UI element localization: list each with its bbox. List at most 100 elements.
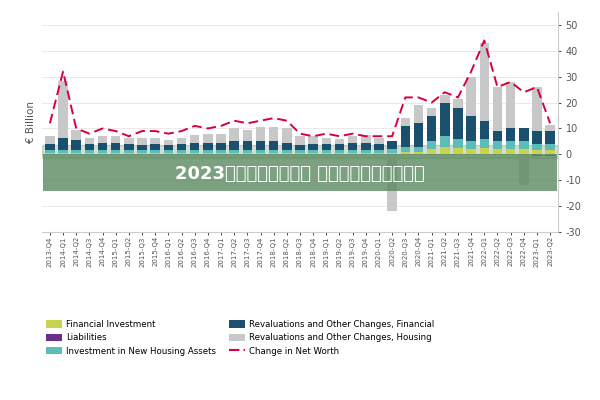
Bar — [151, 144, 160, 150]
Bar — [519, 149, 529, 154]
Bar — [414, 152, 423, 154]
Bar — [124, 150, 134, 153]
Bar — [190, 143, 199, 150]
Bar — [493, 87, 502, 131]
Bar — [440, 95, 449, 102]
Bar — [203, 153, 212, 154]
Bar — [137, 150, 147, 153]
Bar — [479, 139, 489, 148]
Bar — [177, 150, 186, 153]
Bar — [45, 136, 55, 144]
Bar — [71, 130, 81, 140]
Bar — [361, 150, 371, 153]
Bar — [479, 43, 489, 121]
Bar — [85, 153, 94, 154]
Bar — [111, 136, 121, 143]
Bar — [361, 153, 371, 154]
Bar — [519, 128, 529, 142]
Bar — [164, 153, 173, 154]
Bar — [216, 143, 226, 150]
FancyBboxPatch shape — [43, 154, 557, 190]
Bar — [414, 146, 423, 152]
Bar — [361, 143, 371, 150]
Bar — [164, 150, 173, 153]
Bar — [348, 153, 358, 154]
Bar — [414, 105, 423, 123]
Bar — [242, 130, 252, 142]
Bar — [295, 153, 305, 154]
Y-axis label: € Billion: € Billion — [26, 101, 37, 143]
Bar — [348, 136, 358, 143]
Bar — [532, 131, 542, 144]
Bar — [269, 153, 278, 154]
Bar — [532, 144, 542, 150]
Bar — [177, 153, 186, 154]
Bar — [58, 153, 68, 154]
Bar — [256, 153, 265, 154]
Bar — [151, 150, 160, 153]
Bar — [177, 144, 186, 150]
Bar — [71, 153, 81, 154]
Bar — [295, 145, 305, 150]
Bar — [98, 150, 107, 153]
Bar — [45, 144, 55, 150]
Bar — [322, 138, 331, 144]
Bar — [348, 143, 358, 150]
Bar — [440, 146, 449, 154]
Bar — [532, 87, 542, 131]
Bar — [479, 148, 489, 154]
Bar — [308, 150, 318, 153]
Bar — [85, 144, 94, 150]
Bar — [229, 142, 239, 150]
Bar — [111, 150, 121, 153]
Bar — [71, 140, 81, 150]
Bar — [335, 153, 344, 154]
Bar — [124, 153, 134, 154]
Bar — [493, 149, 502, 154]
Bar — [256, 127, 265, 142]
Bar — [42, 145, 558, 158]
Bar — [85, 150, 94, 153]
Bar — [242, 153, 252, 154]
Bar — [242, 150, 252, 153]
Bar — [466, 77, 476, 116]
Bar — [58, 150, 68, 153]
Bar — [203, 134, 212, 143]
Bar — [545, 150, 555, 154]
Bar — [506, 142, 515, 149]
Bar — [98, 143, 107, 150]
Bar — [190, 153, 199, 154]
Bar — [282, 128, 292, 143]
Bar — [545, 144, 555, 150]
Bar — [111, 143, 121, 150]
Bar — [308, 153, 318, 154]
Bar — [190, 135, 199, 143]
Bar — [453, 108, 463, 139]
Bar — [177, 138, 186, 144]
Bar — [137, 153, 147, 154]
Bar — [322, 153, 331, 154]
Bar — [229, 153, 239, 154]
Bar — [519, 142, 529, 149]
Bar — [295, 136, 305, 145]
Bar — [479, 121, 489, 139]
Bar — [388, 149, 397, 153]
Bar — [216, 134, 226, 143]
Bar — [401, 152, 410, 154]
Bar — [137, 138, 147, 145]
Bar — [453, 139, 463, 148]
Bar — [361, 135, 371, 143]
Bar — [506, 82, 515, 128]
Bar — [124, 144, 134, 150]
Bar — [440, 136, 449, 146]
Bar — [506, 128, 515, 142]
Bar — [269, 127, 278, 142]
Bar — [374, 138, 384, 144]
Bar — [374, 144, 384, 150]
Bar — [164, 140, 173, 145]
Bar — [427, 116, 436, 142]
Bar — [58, 80, 68, 138]
Bar — [111, 153, 121, 154]
Bar — [322, 144, 331, 150]
Bar — [427, 142, 436, 149]
